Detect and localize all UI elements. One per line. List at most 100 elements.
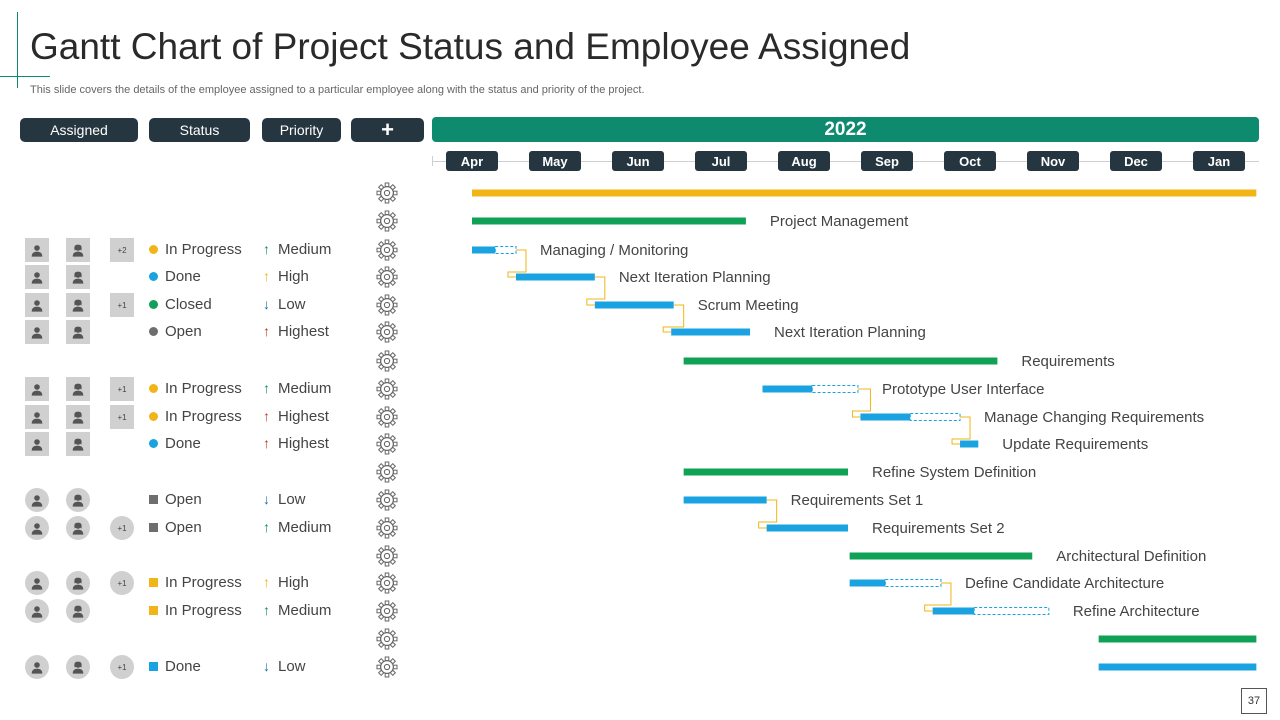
task-row (0, 626, 420, 652)
priority-label: Low (278, 658, 306, 675)
gantt-task-label: Managing / Monitoring (540, 242, 688, 259)
settings-gear-icon[interactable] (376, 239, 398, 261)
priority-label: Low (278, 296, 306, 313)
avatar-male[interactable] (25, 655, 49, 679)
task-row (0, 180, 420, 206)
gantt-bar (594, 301, 674, 309)
status-indicator-icon (149, 327, 158, 336)
extra-assignees-badge[interactable]: +2 (110, 238, 134, 262)
settings-gear-icon[interactable] (376, 182, 398, 204)
add-column-button[interactable]: + (351, 117, 424, 142)
avatar-male[interactable] (25, 571, 49, 595)
extra-assignees-badge[interactable]: +1 (110, 293, 134, 317)
settings-gear-icon[interactable] (376, 517, 398, 539)
settings-gear-icon[interactable] (376, 628, 398, 650)
priority-label: High (278, 574, 309, 591)
gantt-dependency-connector (951, 416, 971, 445)
avatar-female[interactable] (66, 238, 90, 262)
gantt-planned-bar (494, 246, 517, 254)
avatar-male[interactable] (25, 405, 49, 429)
priority-label: Medium (278, 380, 332, 397)
avatar-female[interactable] (66, 571, 90, 595)
gantt-bar (683, 496, 767, 504)
settings-gear-icon[interactable] (376, 378, 398, 400)
gantt-bar (683, 468, 848, 476)
avatar-female[interactable] (66, 599, 90, 623)
avatar-male[interactable] (25, 432, 49, 456)
task-row: +1 Done ↓ Low (0, 654, 420, 680)
avatar-male[interactable] (25, 516, 49, 540)
gantt-task-label: Refine Architecture (1073, 603, 1200, 620)
settings-gear-icon[interactable] (376, 600, 398, 622)
extra-assignees-badge[interactable]: +1 (110, 516, 134, 540)
avatar-male[interactable] (25, 320, 49, 344)
page-number: 37 (1241, 688, 1267, 714)
settings-gear-icon[interactable] (376, 572, 398, 594)
task-row: In Progress ↑ Medium (0, 598, 420, 624)
priority-header-button[interactable]: Priority (262, 118, 341, 142)
avatar-male[interactable] (25, 599, 49, 623)
gantt-task-label: Requirements Set 1 (791, 492, 924, 509)
status-label: Closed (165, 296, 212, 313)
extra-assignees-badge[interactable]: +1 (110, 571, 134, 595)
month-label-apr: Apr (446, 151, 498, 171)
settings-gear-icon[interactable] (376, 294, 398, 316)
settings-gear-icon[interactable] (376, 350, 398, 372)
priority-label: Highest (278, 408, 329, 425)
timeline-axis-line (432, 161, 1259, 162)
settings-gear-icon[interactable] (376, 321, 398, 343)
gantt-bar (849, 552, 1033, 560)
status-indicator-icon (149, 662, 158, 671)
settings-gear-icon[interactable] (376, 266, 398, 288)
priority-arrow-icon: ↑ (263, 574, 270, 590)
avatar-female[interactable] (66, 655, 90, 679)
gantt-task-label: Requirements (1021, 353, 1114, 370)
priority-arrow-icon: ↑ (263, 408, 270, 424)
task-row (0, 348, 420, 374)
avatar-male[interactable] (25, 265, 49, 289)
avatar-female[interactable] (66, 405, 90, 429)
gantt-task-label: Next Iteration Planning (774, 324, 926, 341)
settings-gear-icon[interactable] (376, 489, 398, 511)
status-label: Open (165, 323, 202, 340)
avatar-female[interactable] (66, 265, 90, 289)
extra-assignees-badge[interactable]: +1 (110, 377, 134, 401)
extra-assignees-badge[interactable]: +1 (110, 405, 134, 429)
gantt-dependency-connector (586, 276, 606, 306)
priority-arrow-icon: ↑ (263, 602, 270, 618)
task-row: +1 In Progress ↑ High (0, 570, 420, 596)
task-row: +1 Closed ↓ Low (0, 292, 420, 318)
settings-gear-icon[interactable] (376, 210, 398, 232)
settings-gear-icon[interactable] (376, 656, 398, 678)
assigned-header-button[interactable]: Assigned (20, 118, 138, 142)
gantt-task-label: Update Requirements (1002, 436, 1148, 453)
gantt-dependency-connector (507, 249, 527, 278)
avatar-female[interactable] (66, 516, 90, 540)
avatar-female[interactable] (66, 320, 90, 344)
priority-arrow-icon: ↑ (263, 323, 270, 339)
settings-gear-icon[interactable] (376, 545, 398, 567)
avatar-male[interactable] (25, 488, 49, 512)
settings-gear-icon[interactable] (376, 406, 398, 428)
priority-label: Medium (278, 241, 332, 258)
avatar-female[interactable] (66, 377, 90, 401)
month-label-jan: Jan (1193, 151, 1245, 171)
status-label: Open (165, 519, 202, 536)
avatar-male[interactable] (25, 293, 49, 317)
month-label-jul: Jul (695, 151, 747, 171)
settings-gear-icon[interactable] (376, 433, 398, 455)
gantt-task-label: Prototype User Interface (882, 381, 1045, 398)
settings-gear-icon[interactable] (376, 461, 398, 483)
month-label-nov: Nov (1027, 151, 1079, 171)
status-header-button[interactable]: Status (149, 118, 250, 142)
avatar-male[interactable] (25, 377, 49, 401)
gantt-bar (671, 328, 751, 336)
avatar-female[interactable] (66, 488, 90, 512)
extra-assignees-badge[interactable]: +1 (110, 655, 134, 679)
avatar-female[interactable] (66, 293, 90, 317)
avatar-female[interactable] (66, 432, 90, 456)
priority-arrow-icon: ↑ (263, 268, 270, 284)
gantt-bar (472, 189, 1257, 197)
avatar-male[interactable] (25, 238, 49, 262)
status-indicator-icon (149, 439, 158, 448)
